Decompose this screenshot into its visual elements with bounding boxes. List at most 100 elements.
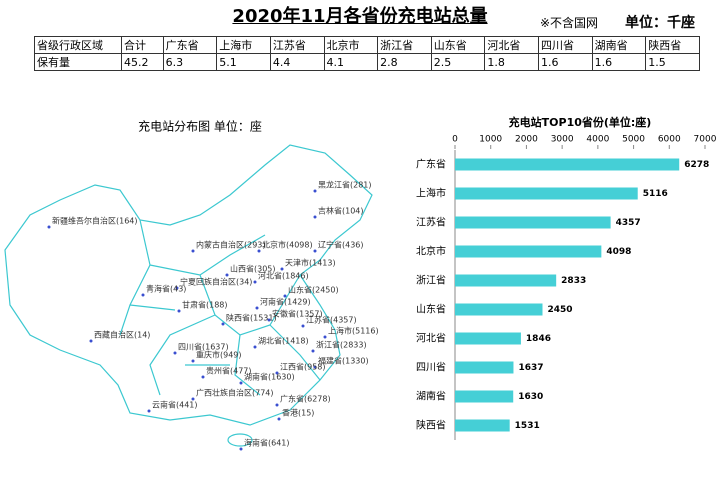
map-label: 浙江省(2833) (316, 340, 367, 350)
bar (455, 390, 514, 403)
table-cell: 保有量 (34, 53, 122, 71)
table-cell: 广东省 (162, 36, 218, 54)
map-label: 西藏自治区(14) (94, 330, 150, 340)
note: ※不含国网 (540, 16, 599, 30)
map-label: 江西省(958) (280, 362, 326, 372)
table-cell: 5.1 (216, 53, 271, 71)
map-label: 陕西省(1531) (226, 313, 277, 323)
value-label: 6278 (684, 160, 709, 170)
map-label: 辽宁省(436) (318, 240, 364, 250)
map-dot (177, 309, 181, 313)
value-label: 1630 (518, 392, 543, 402)
map-label: 香港(15) (282, 408, 314, 418)
map-label: 湖南省(1630) (244, 372, 295, 382)
map-label: 甘肃省(188) (182, 300, 228, 310)
map-label: 青海省(43) (146, 284, 186, 294)
table-cell: 4.4 (269, 53, 325, 71)
value-label: 1531 (515, 421, 540, 431)
map-label: 重庆市(949) (196, 350, 242, 360)
table-row: 省级行政区域 合计 广东省 上海市 江苏省 北京市 浙江省 山东省 河北省 四川省 湖南省 陕西省 (34, 36, 700, 54)
map-dot (275, 403, 279, 407)
map-dot (283, 294, 287, 298)
y-tick-label: 陕西省 (416, 419, 446, 432)
map-dot (253, 345, 257, 349)
map-label: 福建省(1330) (318, 356, 369, 366)
bar (455, 419, 510, 432)
map-dot (267, 318, 271, 322)
map-dot (323, 335, 327, 339)
x-tick-label: 1000 (479, 135, 502, 145)
map-label: 北京市(4098) (262, 240, 313, 250)
map-dot (47, 225, 51, 229)
x-tick-label: 3000 (551, 135, 574, 145)
map-label: 河北省(1846) (258, 271, 309, 281)
y-tick-label: 江苏省 (416, 216, 446, 229)
table-cell: 45.2 (121, 53, 164, 71)
bar (455, 216, 611, 229)
map-label: 湖北省(1418) (258, 336, 309, 346)
map-title: 充电站分布图 单位：座 (138, 119, 262, 134)
table-cell: 2.8 (377, 53, 432, 71)
table-cell: 河北省 (484, 36, 539, 54)
map-label: 山西省(305) (230, 264, 276, 274)
map-dot (313, 249, 317, 253)
map-dot (313, 215, 317, 219)
map-dot (275, 371, 279, 375)
chart-title: 充电站TOP10省份(单位:座) (509, 115, 652, 129)
y-tick-label: 湖南省 (416, 390, 446, 403)
map-label: 上海市(5116) (328, 326, 379, 336)
map-dot (313, 365, 317, 369)
map-borders (119, 219, 321, 396)
x-tick-label: 0 (452, 135, 458, 145)
map-label: 黑龙江省(281) (318, 180, 372, 190)
bar (455, 158, 680, 171)
table-cell: 1.6 (591, 53, 647, 71)
map-label: 天津市(1413) (285, 258, 336, 268)
map-label: 海南省(641) (244, 438, 290, 448)
table-cell: 4.1 (323, 53, 379, 71)
value-label: 5116 (643, 189, 668, 199)
table-cell: 山东省 (430, 36, 486, 54)
map-dot (301, 324, 305, 328)
map-dot (89, 339, 93, 343)
map-label: 内蒙古自治区(293) (196, 240, 266, 250)
map-label: 广东省(6278) (280, 394, 331, 404)
map-label: 河南省(1429) (260, 297, 311, 307)
value-label: 1637 (518, 363, 543, 373)
y-tick-label: 四川省 (416, 361, 446, 374)
map-label: 广西壮族自治区(774) (196, 388, 274, 398)
map-dot (173, 351, 177, 355)
value-label: 4357 (616, 218, 641, 228)
map-dot (225, 273, 229, 277)
table-cell: 1.6 (538, 53, 593, 71)
table-cell: 1.5 (645, 53, 700, 71)
x-tick-label: 7000 (694, 135, 717, 145)
y-tick-label: 北京市 (416, 245, 446, 258)
y-tick-label: 山东省 (416, 303, 446, 316)
map-label: 四川省(1637) (178, 342, 229, 352)
table-cell: 江苏省 (269, 36, 325, 54)
table-row: 保有量 45.2 6.3 5.1 4.4 4.1 2.8 2.5 1.8 1.6 1.6 1.5 (34, 53, 700, 71)
x-tick-label: 5000 (622, 135, 645, 145)
map-dot (253, 280, 257, 284)
page-title: 2020年11月各省份充电站总量 (232, 6, 488, 27)
map-label: 贵州省(477) (206, 366, 252, 376)
table-cell: 1.8 (484, 53, 539, 71)
map-dot (239, 381, 243, 385)
bar (455, 274, 557, 287)
unit: 单位：千座 (625, 15, 695, 31)
x-tick-label: 2000 (515, 135, 538, 145)
table-cell: 湖南省 (591, 36, 647, 54)
y-tick-label: 河北省 (416, 332, 446, 345)
map-dot (255, 306, 259, 310)
table-cell: 省级行政区域 (34, 36, 122, 54)
y-tick-label: 广东省 (416, 158, 446, 171)
map-label: 安徽省(1357) (272, 309, 323, 319)
value-label: 2450 (548, 305, 573, 315)
map-dot (191, 397, 195, 401)
bar (455, 332, 521, 345)
bar (455, 361, 514, 374)
bar (455, 303, 543, 316)
y-tick-label: 浙江省 (416, 274, 446, 287)
y-tick-label: 上海市 (416, 187, 446, 200)
